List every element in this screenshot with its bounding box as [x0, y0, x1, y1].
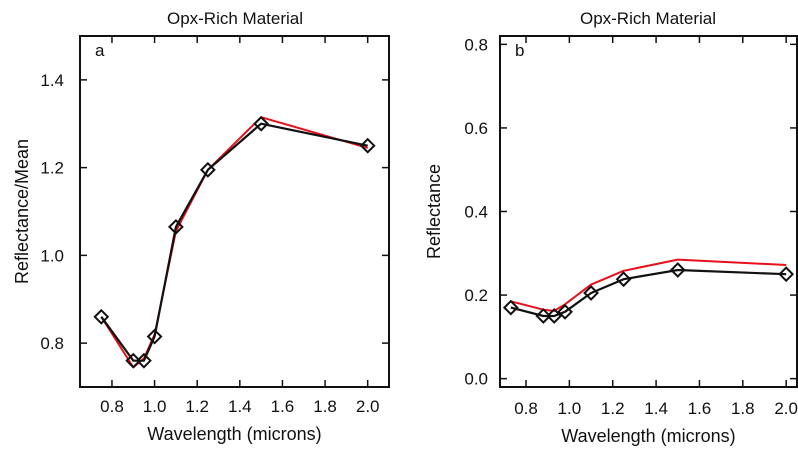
plot-frame-b: [499, 35, 798, 388]
x-tick-label-a: 1.0: [143, 397, 167, 416]
series-line-a-0: [100, 122, 368, 362]
y-tick-label-a: 1.0: [40, 246, 64, 265]
chart-panel-b: Opx-Rich Material b Reflectance Wavelength …: [424, 9, 798, 446]
series-line-b-1: [510, 258, 787, 312]
data-point-b: [669, 262, 686, 278]
y-axis-label-b: Reflectance: [424, 164, 444, 259]
data-point-b: [546, 308, 563, 324]
y-tick-label-b: 0.4: [464, 203, 488, 222]
chart-panel-a: Opx-Rich Material a Reflectance/Mean Wavele…: [12, 9, 390, 444]
x-tick-label-b: 2.0: [774, 399, 798, 418]
y-tick-label-b: 0.6: [464, 119, 488, 138]
data-point-a: [125, 352, 142, 369]
plot-frame-a: [79, 35, 390, 388]
data-point-a: [136, 352, 152, 369]
data-point-b: [557, 303, 573, 320]
x-tick-label-b: 0.8: [514, 399, 538, 418]
y-tick-label-b: 0.0: [464, 370, 488, 389]
data-point-a: [167, 218, 184, 235]
y-tick-label-b: 0.8: [464, 35, 488, 54]
data-point-b: [535, 308, 552, 324]
x-axis-label-b: Wavelength (microns): [561, 426, 735, 446]
y-tick-label-a: 1.4: [40, 71, 64, 90]
x-tick-label-a: 1.2: [185, 397, 209, 416]
y-tick-label-a: 1.2: [40, 159, 64, 178]
data-point-a: [253, 115, 270, 132]
data-point-a: [93, 308, 110, 325]
data-point-a: [146, 328, 163, 345]
x-tick-label-b: 1.8: [731, 399, 755, 418]
x-tick-label-a: 1.8: [313, 397, 337, 416]
x-tick-label-b: 1.4: [644, 399, 668, 418]
data-point-b: [583, 285, 599, 301]
data-point-a: [359, 137, 376, 154]
y-tick-label-a: 0.8: [40, 334, 64, 353]
x-tick-label-a: 1.4: [228, 397, 252, 416]
panel-letter-a: a: [95, 41, 105, 60]
series-line-b-0: [510, 268, 787, 318]
chart-title-a: Opx-Rich Material: [167, 9, 303, 28]
chart-title-b: Opx-Rich Material: [580, 9, 716, 28]
x-tick-label-a: 1.6: [271, 397, 295, 416]
data-point-b: [778, 266, 795, 283]
y-axis-label-a: Reflectance/Mean: [12, 139, 32, 284]
y-tick-label-b: 0.2: [464, 286, 488, 305]
data-point-a: [199, 161, 216, 178]
x-tick-label-a: 0.8: [100, 397, 124, 416]
x-tick-label-b: 1.2: [601, 399, 625, 418]
data-point-b: [502, 299, 519, 316]
x-tick-label-b: 1.6: [688, 399, 712, 418]
panel-letter-b: b: [515, 41, 524, 60]
data-point-b: [615, 271, 632, 288]
x-tick-label-b: 1.0: [558, 399, 582, 418]
x-axis-label-a: Wavelength (microns): [147, 424, 321, 444]
series-line-a-1: [100, 116, 368, 369]
x-tick-label-a: 2.0: [356, 397, 380, 416]
